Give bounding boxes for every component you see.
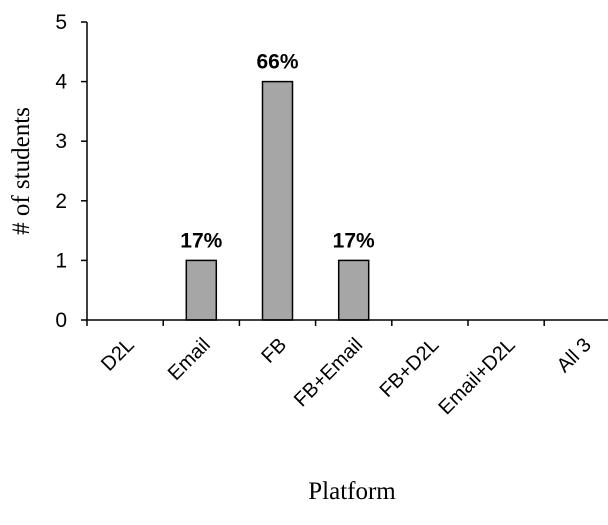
x-tick-label: FB+Email: [290, 334, 367, 411]
y-tick-label: 4: [55, 71, 67, 94]
bars-group: [185, 80, 370, 321]
y-tick-label: 0: [55, 309, 67, 332]
x-tick-label: Email: [164, 334, 215, 385]
x-tick-label: FB: [257, 334, 291, 368]
x-axis-title: Platform: [308, 478, 396, 505]
data-label: 66%: [256, 51, 298, 74]
x-tick-label: D2L: [97, 334, 139, 376]
data-labels-group: 17% 66% 17%: [180, 51, 375, 253]
x-axis-ticks: [86, 320, 545, 326]
data-label: 17%: [180, 229, 222, 252]
x-tick-label: FB+D2L: [376, 334, 444, 402]
y-tick-label: 2: [55, 190, 67, 213]
y-axis-ticks: 0 1 2 3 4 5: [55, 11, 87, 332]
x-tick-label: All 3: [553, 334, 596, 377]
y-axis-title: # of students: [8, 107, 35, 235]
y-tick-label: 1: [55, 249, 67, 272]
bar-fb: [261, 80, 294, 321]
x-tick-label: Email+D2L: [435, 334, 520, 419]
bar-fb-email: [337, 259, 370, 321]
y-tick-label: 5: [55, 11, 67, 34]
bar-email: [185, 259, 218, 321]
data-label: 17%: [333, 229, 375, 252]
y-tick-label: 3: [55, 130, 67, 153]
